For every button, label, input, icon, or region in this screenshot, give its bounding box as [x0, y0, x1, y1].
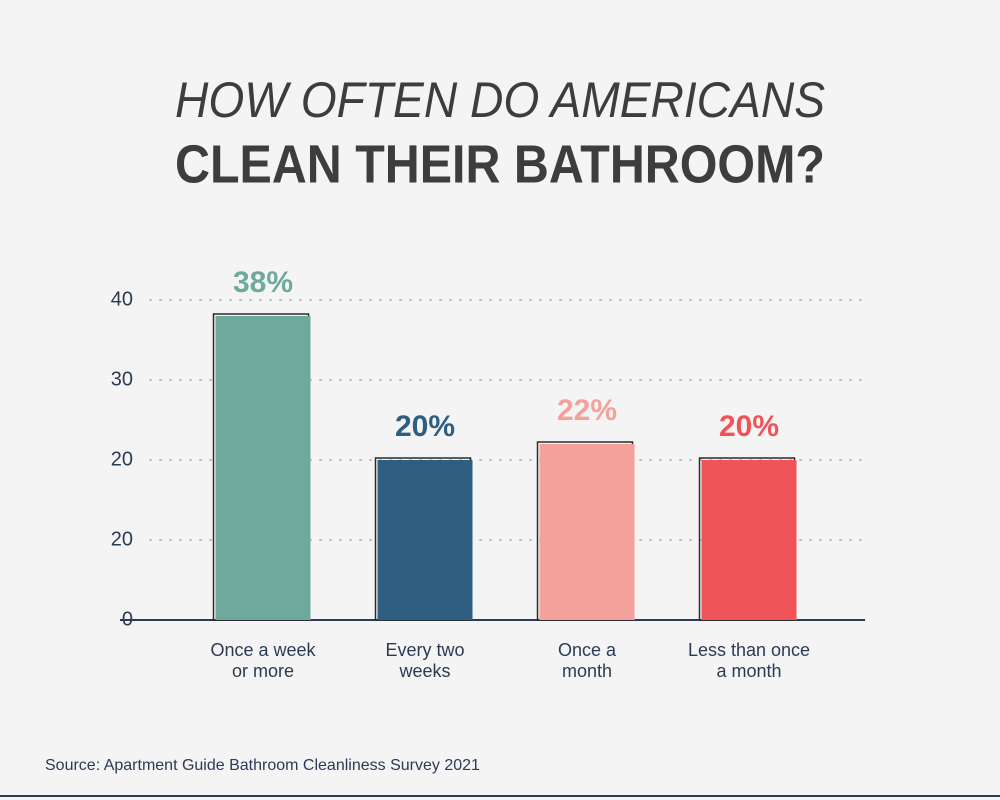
y-tick-label: 30: [111, 368, 133, 390]
x-tick-label: weeks: [398, 661, 450, 681]
x-tick-label: or more: [232, 661, 294, 681]
bar: [377, 460, 473, 620]
x-tick-label: Every two: [385, 640, 464, 660]
bar: [539, 444, 635, 620]
x-tick-label: Once a week: [210, 640, 316, 660]
bar: [215, 316, 311, 620]
x-tick-label: month: [562, 661, 612, 681]
bar: [701, 460, 797, 620]
x-tick-label: Less than once: [688, 640, 810, 660]
value-label: 20%: [719, 410, 779, 443]
x-tick-label: a month: [716, 661, 781, 681]
x-tick-label: Once a: [558, 640, 617, 660]
value-label: 22%: [557, 394, 617, 427]
value-label: 38%: [233, 266, 293, 299]
y-tick-label: 20: [111, 448, 133, 470]
y-tick-label: 40: [111, 288, 133, 310]
value-label: 20%: [395, 410, 455, 443]
source-note: Source: Apartment Guide Bathroom Cleanli…: [45, 757, 480, 774]
chart-title-line: CLEAN THEIR BATHROOM?: [175, 134, 825, 194]
y-tick-label: 20: [111, 528, 133, 550]
chart-title-line: HOW OFTEN DO AMERICANS: [175, 72, 825, 128]
